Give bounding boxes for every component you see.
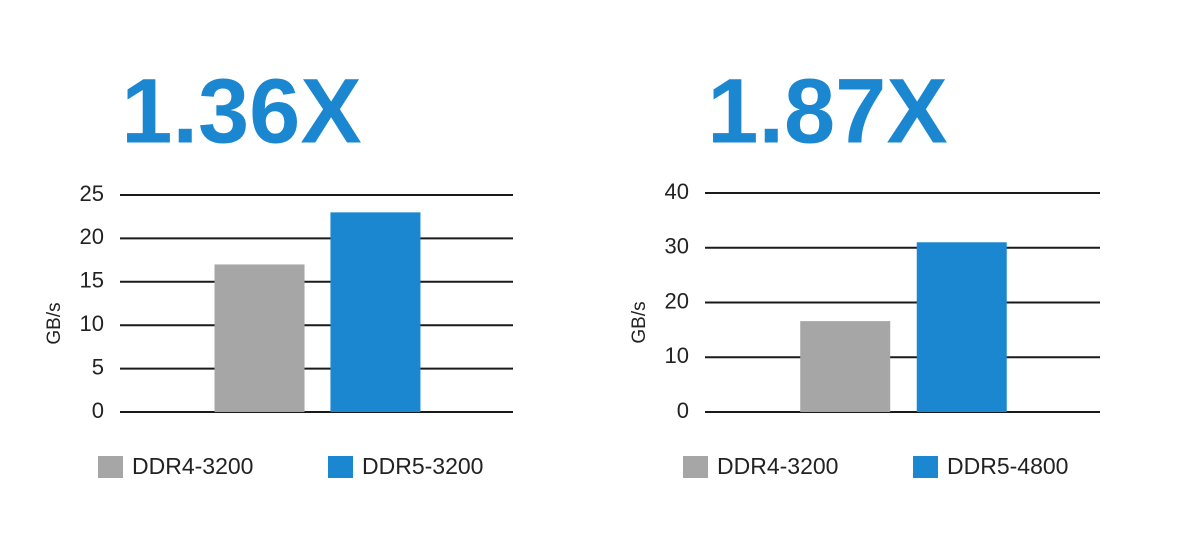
chart-title: 1.36X — [121, 60, 361, 162]
y-tick-label: 0 — [677, 398, 689, 423]
legend-swatch — [328, 456, 353, 478]
legend-swatch — [98, 456, 123, 478]
y-tick-label: 20 — [80, 224, 104, 249]
y-tick-label: 15 — [80, 268, 104, 293]
bar — [800, 321, 891, 412]
y-axis-label: GB/s — [44, 302, 65, 344]
legend-label: DDR4-3200 — [717, 453, 838, 479]
y-tick-label: 10 — [80, 311, 104, 336]
y-tick-label: 10 — [665, 343, 689, 368]
legend-label: DDR5-3200 — [362, 453, 483, 479]
legend-swatch — [913, 456, 938, 478]
y-tick-label: 25 — [80, 181, 104, 206]
y-tick-label: 5 — [92, 354, 104, 379]
legend-label: DDR4-3200 — [132, 453, 253, 479]
bar — [214, 264, 305, 412]
bar — [916, 242, 1007, 412]
bar — [330, 212, 421, 412]
y-axis-label: GB/s — [629, 301, 650, 343]
y-tick-label: 40 — [665, 179, 689, 204]
legend-label: DDR5-4800 — [947, 453, 1068, 479]
y-tick-label: 0 — [92, 398, 104, 423]
y-tick-label: 30 — [665, 234, 689, 259]
legend-swatch — [683, 456, 708, 478]
y-tick-label: 20 — [665, 288, 689, 313]
chart-title: 1.87X — [707, 60, 947, 162]
